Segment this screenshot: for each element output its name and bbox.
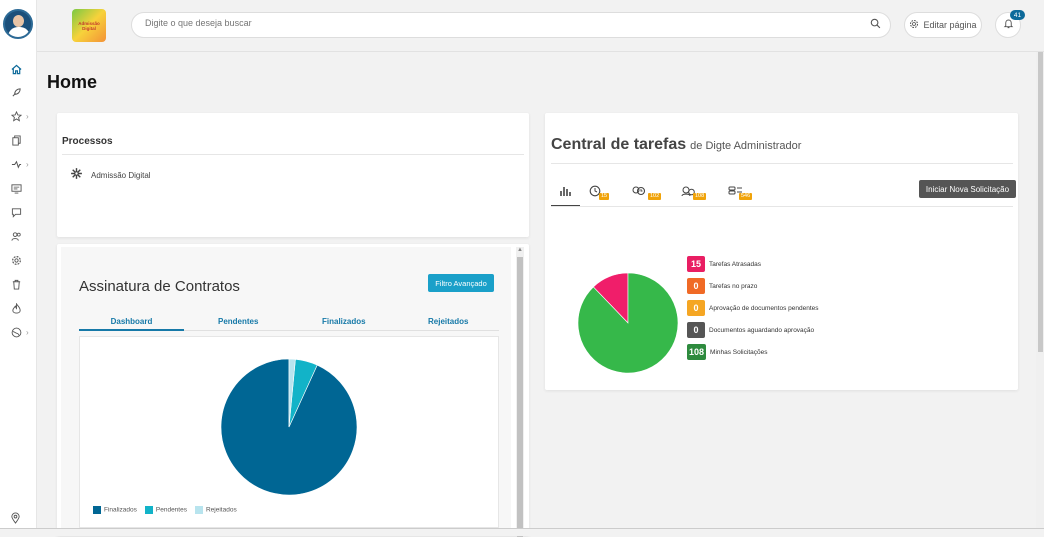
star-icon[interactable]: ›: [0, 106, 37, 126]
edit-page-button[interactable]: Editar página: [904, 12, 982, 38]
requests-count-badge: 108: [693, 193, 707, 200]
bottom-strip: [0, 528, 1044, 536]
monitor-icon[interactable]: [0, 178, 37, 198]
document-stack-icon: [728, 186, 744, 200]
tab-documents[interactable]: 546: [728, 185, 753, 200]
legend-item-rejeitados[interactable]: Rejeitados: [194, 506, 237, 514]
chevron-right-icon: ›: [26, 111, 29, 121]
divider: [551, 163, 1013, 164]
tasks-pie-chart: [577, 272, 679, 374]
stat-ontime-label: Tarefas no prazo: [709, 282, 758, 290]
stat-overdue-tasks[interactable]: 15 Tarefas Atrasadas: [687, 256, 761, 272]
divider: [551, 206, 1013, 207]
stat-overdue-value: 15: [687, 256, 705, 272]
stat-awaiting-approval[interactable]: 0 Documentos aguardando aprovação: [687, 322, 814, 338]
search-input[interactable]: [145, 18, 845, 28]
central-tarefas-card: Central de tarefas de Digte Administrador…: [545, 113, 1018, 390]
gear-icon: [909, 19, 919, 31]
scroll-up-icon[interactable]: ▲: [517, 247, 523, 253]
process-item-label: Admissão Digital: [91, 170, 151, 180]
home-icon[interactable]: [0, 59, 37, 79]
fire-icon[interactable]: [0, 298, 37, 318]
avatar[interactable]: [3, 9, 33, 39]
stat-pending-approvals-label: Aprovação de documentos pendentes: [709, 304, 819, 312]
gear-icon[interactable]: [0, 250, 37, 270]
flow-icon[interactable]: ›: [0, 154, 37, 174]
stat-overdue-label: Tarefas Atrasadas: [709, 260, 762, 268]
chevron-right-icon: ›: [26, 159, 29, 169]
bell-icon: [1003, 18, 1014, 32]
process-item-admissao-digital[interactable]: Admissão Digital: [70, 167, 151, 183]
contracts-pie-chart: [220, 358, 358, 496]
users-clock-icon: [632, 186, 648, 200]
assinatura-title: Assinatura de Contratos: [79, 278, 240, 295]
rocket-icon[interactable]: [0, 82, 37, 102]
advanced-filter-button[interactable]: Filtro Avançado: [428, 274, 494, 292]
tab-finalizados[interactable]: Finalizados: [322, 317, 366, 326]
assigned-count-badge: 102: [648, 193, 662, 200]
trash-icon[interactable]: [0, 274, 37, 294]
chevron-right-icon: ›: [26, 327, 29, 337]
stat-ontime-tasks[interactable]: 0 Tarefas no prazo: [687, 278, 757, 294]
user-clock-icon: [681, 186, 697, 200]
tab-rejeitados[interactable]: Rejeitados: [428, 317, 469, 326]
app-logo[interactable]: Admissão Digital: [72, 9, 106, 42]
page-scrollbar[interactable]: [1036, 52, 1044, 536]
stat-awaiting-value: 0: [687, 322, 705, 338]
sidebar: › › ›: [0, 0, 37, 536]
tab-dashboard[interactable]: Dashboard: [79, 317, 184, 331]
tab-assigned-tasks[interactable]: 102: [632, 185, 662, 200]
notification-count-badge: 41: [1010, 10, 1025, 20]
stat-my-requests-value: 108: [687, 344, 707, 360]
processos-title: Processos: [62, 136, 113, 147]
central-title-text: Central de tarefas: [551, 136, 687, 153]
overdue-count-badge: 15: [599, 193, 610, 200]
central-title: Central de tarefas de Digte Administrador: [551, 136, 801, 154]
assinatura-panel: Assinatura de Contratos Filtro Avançado …: [61, 247, 511, 536]
documents-count-badge: 546: [739, 193, 753, 200]
page-title: Home: [47, 72, 98, 92]
pie-slice-rejeitados[interactable]: [288, 358, 296, 428]
search-icon[interactable]: [870, 18, 881, 32]
stat-pending-approvals[interactable]: 0 Aprovação de documentos pendentes: [687, 300, 819, 316]
stat-my-requests[interactable]: 108 Minhas Solicitações: [687, 344, 767, 360]
active-tab-indicator: [551, 205, 580, 206]
documents-icon[interactable]: [0, 130, 37, 150]
pie-slice-minhas-solicita-es[interactable]: [577, 272, 679, 374]
tab-my-requests[interactable]: 108: [681, 185, 707, 200]
assinatura-card: Assinatura de Contratos Filtro Avançado …: [57, 244, 529, 537]
stat-ontime-value: 0: [687, 278, 705, 294]
processos-card: Processos Admissão Digital: [57, 113, 529, 237]
logo-text: Admissão Digital: [78, 20, 100, 31]
tab-overdue-tasks[interactable]: 15: [589, 185, 610, 200]
stat-pending-approvals-value: 0: [687, 300, 705, 316]
scrollbar-thumb[interactable]: [517, 257, 523, 537]
divider: [62, 154, 524, 155]
chart-legend: Finalizados Pendentes Rejeitados: [93, 506, 237, 514]
location-pin-icon[interactable]: [10, 512, 21, 527]
central-subtitle: de Digte Administrador: [690, 140, 802, 152]
topbar: Admissão Digital Editar página 41: [37, 0, 1044, 52]
bar-chart-icon: [559, 186, 571, 200]
clock-icon: [589, 185, 603, 200]
chat-icon[interactable]: [0, 202, 37, 222]
contracts-chart-box: Finalizados Pendentes Rejeitados: [79, 336, 499, 528]
workflow-icon: [70, 167, 83, 183]
search-bar[interactable]: [131, 12, 891, 38]
panel-scrollbar[interactable]: ▲: [516, 247, 524, 537]
legend-item-pendentes[interactable]: Pendentes: [144, 506, 187, 514]
globe-icon[interactable]: ›: [0, 322, 37, 342]
tab-dashboard-chart[interactable]: [559, 185, 571, 200]
tab-pendentes[interactable]: Pendentes: [218, 317, 259, 326]
stat-my-requests-label: Minhas Solicitações: [710, 348, 768, 356]
stat-awaiting-label: Documentos aguardando aprovação: [709, 326, 815, 334]
users-icon[interactable]: [0, 226, 37, 246]
assinatura-tabs: Dashboard Pendentes Finalizados Rejeitad…: [79, 315, 499, 331]
new-request-button[interactable]: Iniciar Nova Solicitação: [919, 180, 1016, 198]
edit-page-label: Editar página: [923, 20, 977, 30]
notifications-button[interactable]: 41: [995, 10, 1025, 38]
page-scrollbar-thumb[interactable]: [1038, 52, 1043, 352]
legend-item-finalizados[interactable]: Finalizados: [93, 506, 137, 514]
